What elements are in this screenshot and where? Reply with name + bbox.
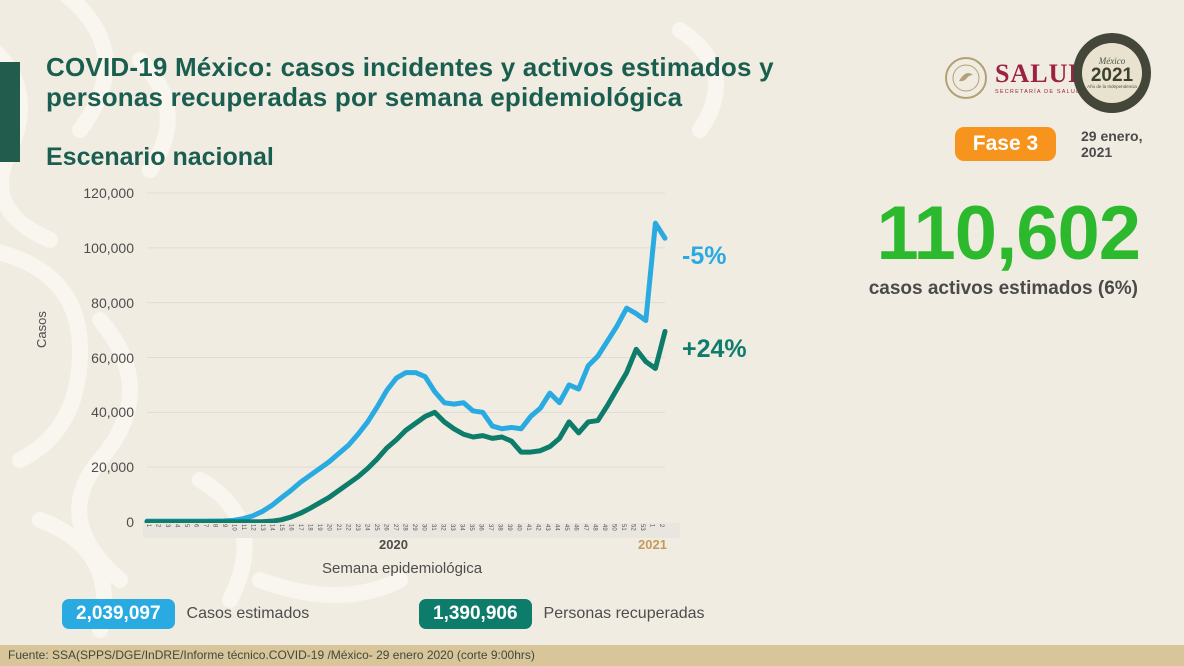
x-tick-label: 7 [202, 524, 208, 528]
x-axis-year-2021: 2021 [638, 537, 667, 552]
x-tick-label: 53 [639, 524, 645, 531]
x-tick-label: 18 [306, 524, 313, 531]
x-tick-label: 17 [297, 524, 303, 531]
mexico-2021-sublabel: Año de la Independencia [1087, 83, 1137, 89]
x-tick-label: 36 [477, 524, 484, 531]
salud-logo-text: SALUD SECRETARÍA DE SALUD [995, 59, 1089, 96]
x-tick-label: 14 [268, 524, 275, 531]
x-tick-label: 38 [496, 524, 503, 531]
x-tick-label: 40 [515, 524, 522, 531]
eagle-seal-icon [945, 57, 987, 99]
x-tick-label: 12 [249, 524, 256, 531]
x-tick-label: 31 [430, 524, 436, 531]
x-tick-label: 8 [211, 524, 218, 528]
x-tick-label: 43 [544, 524, 550, 531]
x-tick-label: 11 [240, 524, 246, 531]
y-tick-label: 20,000 [91, 459, 134, 476]
x-tick-label: 9 [221, 524, 227, 528]
x-tick-label: 3 [164, 524, 170, 528]
y-axis-title: Casos [34, 311, 49, 348]
x-tick-label: 2 [154, 524, 161, 528]
report-date: 29 enero, 2021 [1081, 128, 1143, 161]
x-tick-label: 27 [392, 524, 398, 531]
salud-sublabel: SECRETARÍA DE SALUD [995, 89, 1082, 95]
source-footer: Fuente: SSA(SPPS/DGE/InDRE/Informe técni… [0, 645, 1184, 666]
x-tick-label: 5 [183, 524, 189, 528]
x-tick-label: 20 [325, 524, 332, 531]
x-tick-label: 41 [525, 524, 531, 531]
y-tick-label: 40,000 [91, 404, 134, 421]
x-tick-label: 26 [382, 524, 389, 531]
x-axis-week-strip: 1 2 3 4 5 6 7 8 9 10 11 12 13 14 15 16 17 18 19 20 21 22 23 24 2… [143, 523, 680, 538]
x-tick-label: 1 [145, 524, 151, 528]
x-tick-label: 23 [354, 524, 360, 531]
x-tick-label: 1 [648, 524, 655, 528]
x-tick-label: 28 [401, 524, 408, 531]
x-tick-label: 33 [449, 524, 455, 531]
chart-svg [144, 192, 668, 525]
estimated-cases-label: Casos estimados [186, 605, 310, 622]
salud-wordmark: SALUD [995, 59, 1089, 88]
x-tick-label: 45 [563, 524, 569, 531]
salud-logo: SALUD SECRETARÍA DE SALUD [945, 57, 1088, 99]
x-tick-label: 44 [553, 524, 560, 531]
y-tick-label: 80,000 [91, 294, 134, 311]
x-tick-label: 47 [582, 524, 588, 531]
y-tick-label: 60,000 [91, 349, 134, 366]
y-tick-label: 100,000 [83, 239, 134, 256]
x-tick-label: 25 [373, 524, 379, 531]
x-tick-label: 24 [363, 524, 370, 531]
x-tick-label: 39 [506, 524, 512, 531]
x-tick-label: 48 [591, 524, 598, 531]
x-tick-label: 19 [316, 524, 322, 531]
page-subtitle: Escenario nacional [46, 143, 274, 171]
x-tick-label: 42 [534, 524, 541, 531]
x-tick-label: 4 [173, 524, 180, 528]
x-tick-label: 34 [458, 524, 465, 531]
x-tick-label: 51 [620, 524, 626, 531]
x-tick-label: 30 [420, 524, 427, 531]
page-title: COVID-19 México: casos incidentes y acti… [46, 52, 774, 113]
y-axis-tick-labels: 0 20,000 40,000 60,000 80,000 100,000 120,000 [38, 185, 140, 530]
recovered-persons-label: Personas recuperadas [543, 605, 705, 622]
x-tick-label: 32 [439, 524, 446, 531]
x-tick-label: 22 [344, 524, 351, 531]
x-tick-label: 46 [572, 524, 579, 531]
phase-badge: Fase 3 [955, 127, 1056, 161]
line-chart [144, 192, 668, 525]
x-tick-label: 37 [487, 524, 493, 531]
y-tick-label: 120,000 [83, 185, 134, 201]
x-tick-label: 10 [230, 524, 237, 531]
mexico-2021-logo: México 2021 Año de la Independencia [1073, 33, 1151, 113]
x-tick-label: 49 [601, 524, 607, 531]
x-tick-label: 52 [629, 524, 636, 531]
estimated-cases-stat: 2,039,097 Casos estimados [62, 599, 309, 629]
annotation-personas-recuperadas: +24% [682, 335, 747, 363]
x-tick-label: 2 [658, 524, 664, 528]
mexico-2021-year: 2021 [1090, 64, 1134, 86]
annotation-casos-estimados: -5% [682, 242, 727, 270]
x-tick-label: 13 [259, 524, 265, 531]
x-tick-label: 16 [287, 524, 294, 531]
active-cases-stat: 110,602 casos activos estimados (6%) [815, 191, 1141, 300]
active-cases-label: casos activos estimados (6%) [868, 278, 1138, 299]
x-tick-label: 35 [468, 524, 474, 531]
x-tick-label: 50 [610, 524, 617, 531]
active-cases-value: 110,602 [876, 191, 1141, 276]
x-tick-label: 6 [192, 524, 199, 528]
x-tick-label: 15 [278, 524, 284, 531]
x-axis-title: Semana epidemiológica [322, 560, 483, 577]
x-tick-label: 29 [411, 524, 417, 531]
estimated-cases-badge: 2,039,097 [62, 599, 175, 629]
recovered-persons-badge: 1,390,906 [419, 599, 532, 629]
x-axis-year-2020: 2020 [379, 537, 408, 552]
mexico-2021-logo-center: México 2021 Año de la Independencia [1082, 43, 1142, 103]
y-tick-label: 0 [126, 514, 134, 530]
left-accent-bar [0, 62, 20, 162]
x-tick-label: 21 [335, 524, 341, 531]
mexico-2021-script: México [1098, 55, 1126, 66]
recovered-persons-stat: 1,390,906 Personas recuperadas [419, 599, 705, 629]
